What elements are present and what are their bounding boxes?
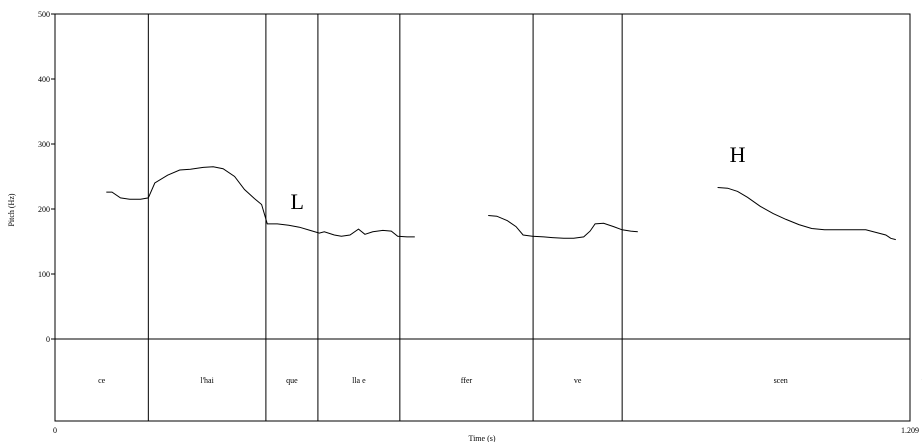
plot-frame	[54, 13, 911, 422]
tone-label: H	[730, 142, 746, 167]
y-axis-title: Pitch (Hz)	[7, 193, 16, 226]
pitch-contours	[106, 166, 896, 241]
y-tick-label: 200	[38, 205, 50, 214]
y-tick-label: 0	[46, 335, 50, 344]
y-tick-label: 300	[38, 140, 50, 149]
tone-label: L	[291, 189, 304, 214]
x-axis-title: Time (s)	[468, 434, 495, 442]
pitch-contour	[106, 166, 415, 238]
segment-label: ffer	[461, 376, 473, 385]
segment-label: scen	[774, 376, 788, 385]
segment-label: lla e	[352, 376, 366, 385]
x-tick-label-end: 1.209	[901, 426, 919, 435]
segment-boundaries	[147, 14, 623, 421]
y-axis: 0 100 200 300 400 500	[38, 10, 55, 344]
tone-labels: LHH%	[291, 142, 746, 214]
segment-label: ce	[98, 376, 106, 385]
segment-label: l'hai	[200, 376, 214, 385]
y-tick-label: 500	[38, 10, 50, 19]
x-tick-label-start: 0	[53, 426, 57, 435]
segment-label: que	[286, 376, 298, 385]
segment-label: ve	[574, 376, 582, 385]
pitch-contour	[488, 215, 638, 239]
y-tick-label: 100	[38, 270, 50, 279]
y-tick-label: 400	[38, 75, 50, 84]
pitch-contour	[717, 187, 896, 241]
